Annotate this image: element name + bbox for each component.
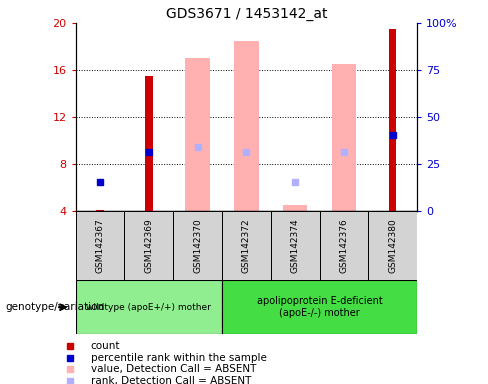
Text: wildtype (apoE+/+) mother: wildtype (apoE+/+) mother [86, 303, 211, 312]
Bar [234, 41, 259, 211]
Text: GSM142367: GSM142367 [96, 218, 104, 273]
Bar [222, 211, 271, 280]
Bar [76, 211, 124, 280]
Text: GSM142369: GSM142369 [144, 218, 153, 273]
Bar [145, 76, 152, 211]
Bar [185, 58, 210, 211]
Bar [222, 280, 417, 334]
Text: percentile rank within the sample: percentile rank within the sample [91, 353, 266, 362]
Bar [173, 211, 222, 280]
Bar [76, 280, 222, 334]
Bar [124, 211, 173, 280]
Text: GSM142370: GSM142370 [193, 218, 202, 273]
Bar [271, 211, 320, 280]
Bar [332, 64, 356, 211]
Text: value, Detection Call = ABSENT: value, Detection Call = ABSENT [91, 364, 256, 374]
Text: GSM142376: GSM142376 [340, 218, 348, 273]
Text: apolipoprotein E-deficient
(apoE-/-) mother: apolipoprotein E-deficient (apoE-/-) mot… [257, 296, 383, 318]
Text: GSM142372: GSM142372 [242, 218, 251, 273]
Text: genotype/variation: genotype/variation [5, 302, 104, 312]
Text: rank, Detection Call = ABSENT: rank, Detection Call = ABSENT [91, 376, 251, 384]
Text: GSM142374: GSM142374 [291, 218, 300, 273]
Text: GSM142380: GSM142380 [388, 218, 397, 273]
Bar [389, 29, 397, 211]
Title: GDS3671 / 1453142_at: GDS3671 / 1453142_at [166, 7, 327, 21]
Bar [368, 211, 417, 280]
Bar [320, 211, 368, 280]
Bar [283, 205, 307, 211]
Bar [97, 210, 104, 211]
Text: count: count [91, 341, 120, 351]
